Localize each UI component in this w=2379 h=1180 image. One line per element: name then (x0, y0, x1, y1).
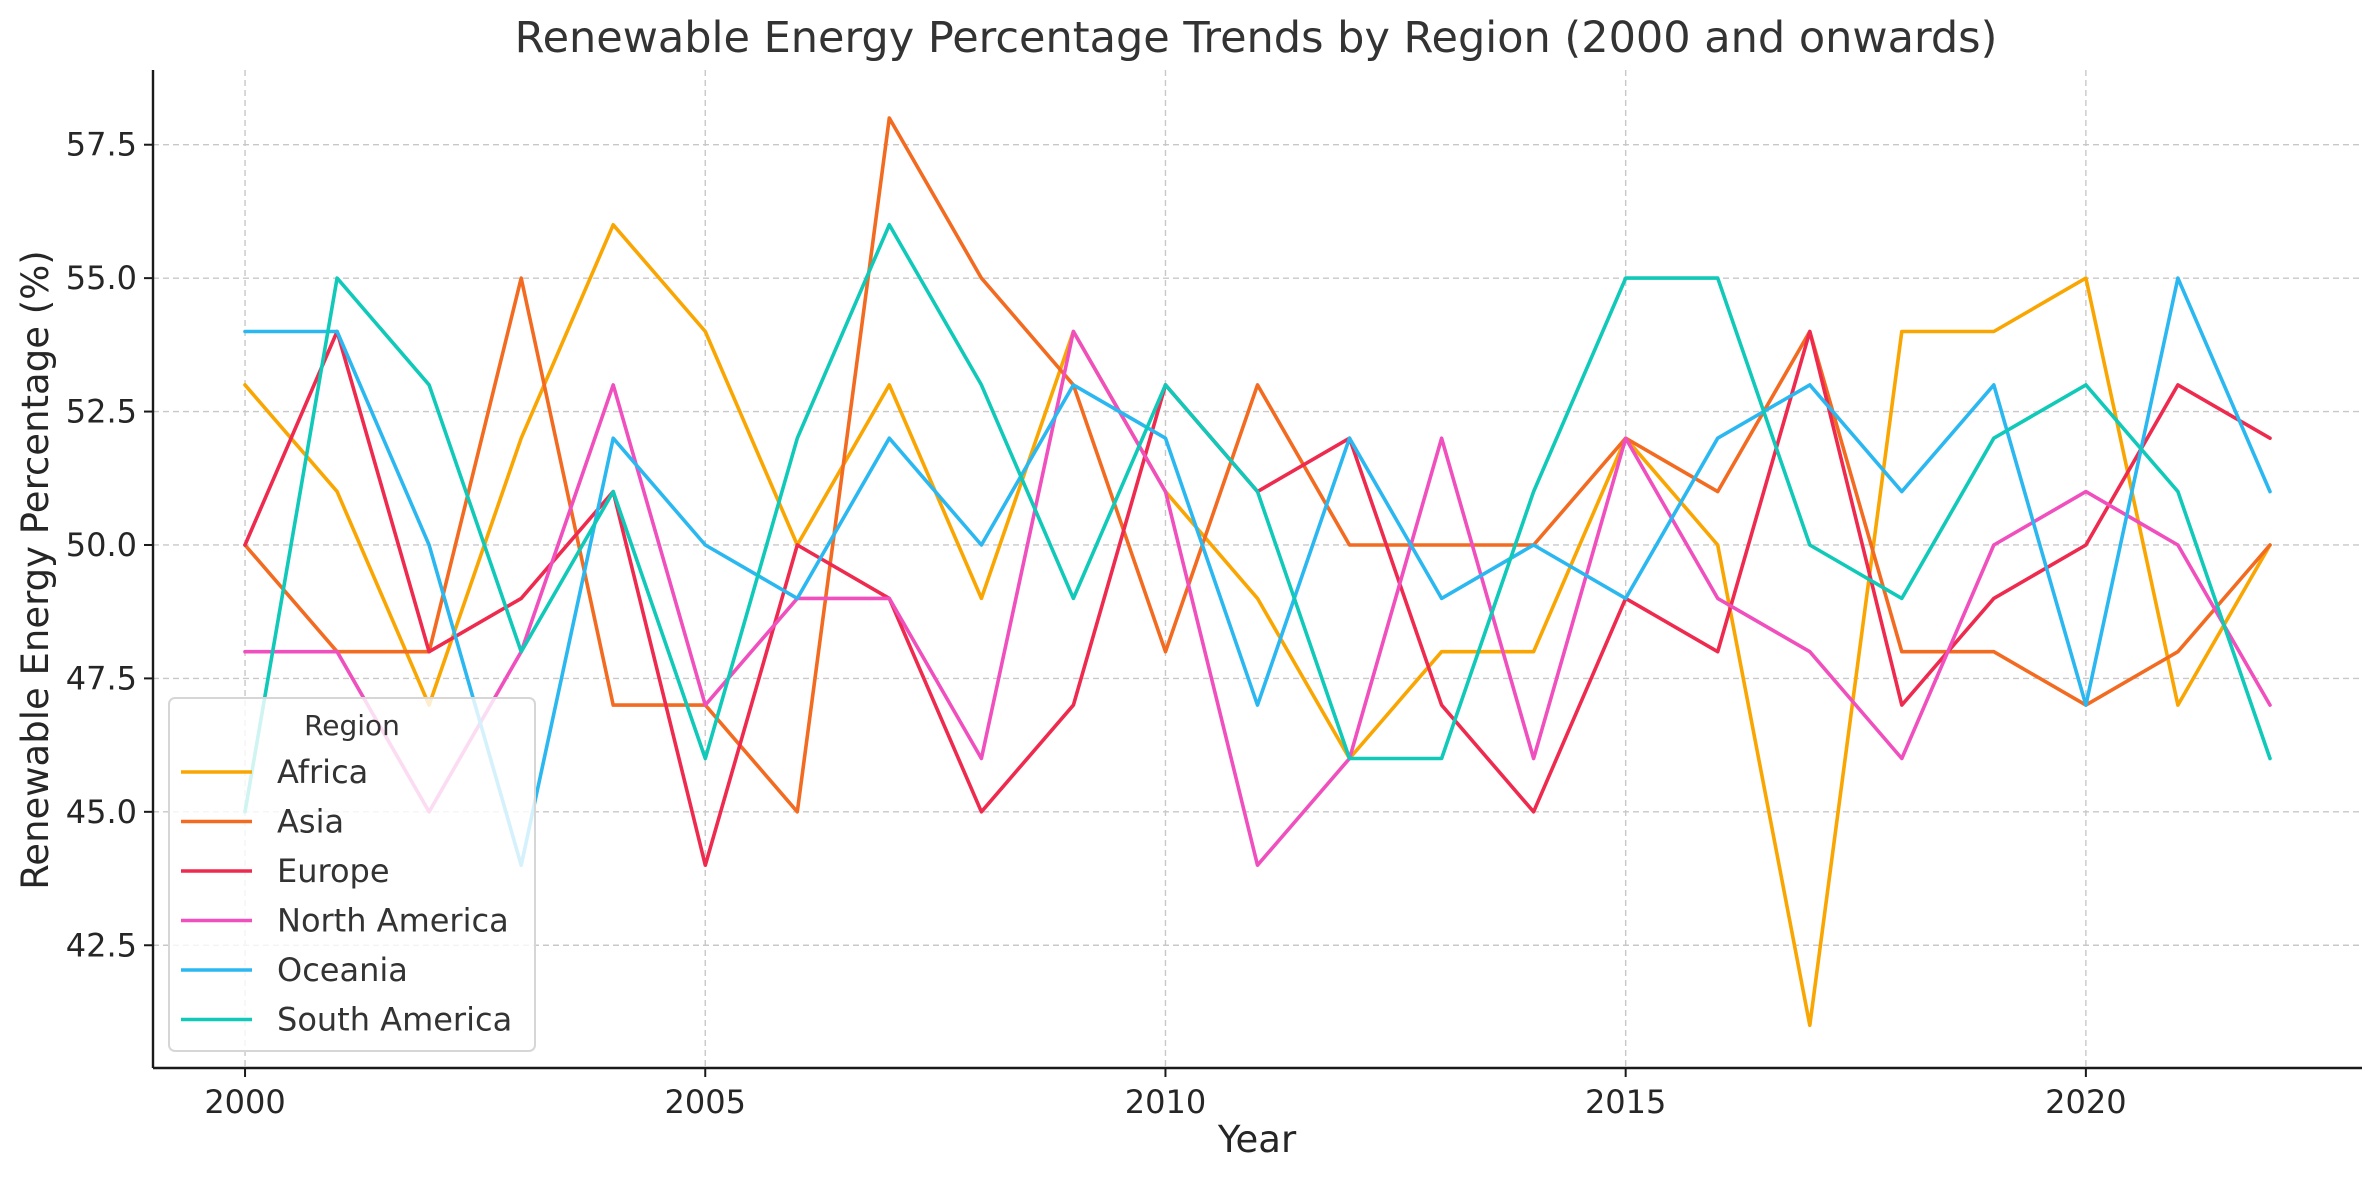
series-line-oceania (243, 276, 2272, 868)
legend-box (168, 697, 536, 1052)
y-tick-label: 42.5 (66, 926, 137, 964)
legend-label-europe: Europe (277, 852, 390, 890)
legend-label-north-america: North America (277, 902, 509, 940)
x-tick-label: 2005 (665, 1083, 746, 1121)
legend-label-africa: Africa (277, 753, 368, 791)
ticks: 2000 2005 2010 2015 2020 42.5 45.0 47.5 50.0 52.5… (66, 126, 2127, 1121)
x-tick-label: 2015 (1585, 1083, 1666, 1121)
y-tick-label: 45.0 (66, 793, 137, 831)
x-tick-label: 2010 (1125, 1083, 1206, 1121)
series-lines (243, 116, 2272, 1028)
x-tick-label: 2000 (204, 1083, 285, 1121)
y-tick-label: 57.5 (66, 126, 137, 164)
y-tick-label: 47.5 (66, 659, 137, 697)
series-line-south-america (243, 223, 2272, 814)
series-line-asia (243, 116, 2272, 814)
y-tick-label: 52.5 (66, 393, 137, 431)
legend: Region Africa Asia Europe North America Ocea… (168, 697, 536, 1052)
legend-label-asia: Asia (277, 803, 344, 841)
y-tick-label: 55.0 (66, 259, 137, 297)
x-tick-label: 2020 (2045, 1083, 2126, 1121)
legend-label-south-america: South America (277, 1001, 512, 1039)
series-line-africa (243, 223, 2272, 1028)
legend-title: Region (304, 709, 400, 742)
chart-title: Renewable Energy Percentage Trends by Re… (515, 13, 1998, 63)
x-axis-label: Year (1217, 1118, 1297, 1161)
y-tick-label: 50.0 (66, 526, 137, 564)
axes (151, 70, 2362, 1070)
series-line-north-america (243, 329, 2272, 868)
legend-label-oceania: Oceania (277, 951, 408, 989)
y-axis-label: Renewable Energy Percentage (%) (14, 250, 57, 889)
